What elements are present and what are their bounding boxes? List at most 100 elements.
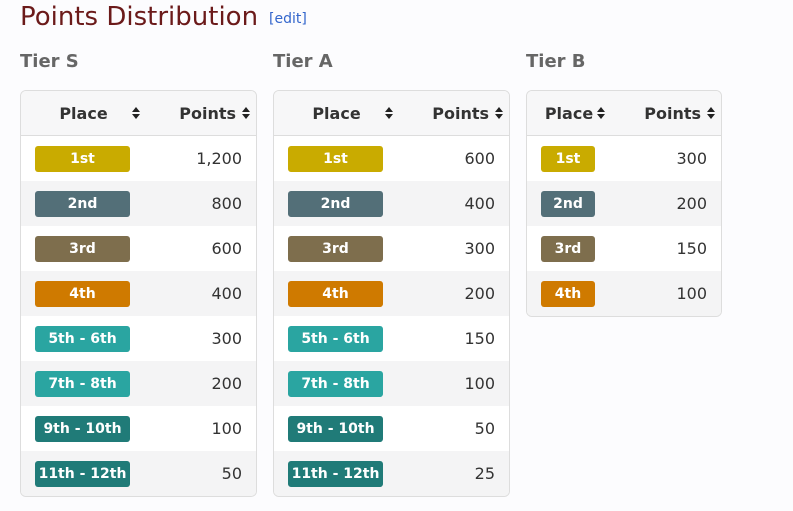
tier: Tier S Place Points 1st 1,200 2nd 800 3rd 600 4th… bbox=[20, 50, 257, 497]
table-box: Place Points 1st 600 2nd 400 3rd 300 4th 200 5th -… bbox=[273, 90, 510, 497]
table-row: 4th 400 bbox=[21, 271, 256, 316]
table-row: 5th - 6th 300 bbox=[21, 316, 256, 361]
column-header[interactable]: Place bbox=[274, 91, 399, 136]
place-cell: 3rd bbox=[274, 226, 399, 271]
place-cell: 1st bbox=[527, 136, 611, 182]
place-badge: 1st bbox=[35, 145, 130, 172]
table-row: 11th - 12th 50 bbox=[21, 451, 256, 496]
table-row: 4th 100 bbox=[527, 271, 721, 316]
place-cell: 4th bbox=[274, 271, 399, 316]
place-cell: 11th - 12th bbox=[21, 451, 146, 496]
place-cell: 4th bbox=[527, 271, 611, 316]
place-badge: 3rd bbox=[35, 235, 130, 262]
place-cell: 3rd bbox=[21, 226, 146, 271]
table-row: 3rd 600 bbox=[21, 226, 256, 271]
header-row: Place Points bbox=[21, 91, 256, 136]
table-row: 2nd 800 bbox=[21, 181, 256, 226]
place-badge: 11th - 12th bbox=[35, 460, 130, 487]
place-cell: 5th - 6th bbox=[21, 316, 146, 361]
table-row: 7th - 8th 100 bbox=[274, 361, 509, 406]
table-row: 2nd 400 bbox=[274, 181, 509, 226]
place-cell: 5th - 6th bbox=[274, 316, 399, 361]
place-badge: 2nd bbox=[288, 190, 383, 217]
sort-icon bbox=[495, 107, 503, 119]
column-header[interactable]: Place bbox=[21, 91, 146, 136]
column-label: Place bbox=[312, 103, 361, 123]
points-table: Place Points 1st 300 2nd 200 3rd 150 4th 100 bbox=[527, 91, 721, 316]
points-cell: 400 bbox=[399, 181, 509, 226]
tier: Tier B Place Points 1st 300 2nd 200 3rd 150 4th 10… bbox=[526, 50, 722, 317]
header-row: Place Points bbox=[527, 91, 721, 136]
table-box: Place Points 1st 300 2nd 200 3rd 150 4th 100 bbox=[526, 90, 722, 317]
place-cell: 4th bbox=[21, 271, 146, 316]
sort-icon bbox=[707, 107, 715, 119]
points-table: Place Points 1st 1,200 2nd 800 3rd 600 4th 400 5th… bbox=[21, 91, 256, 496]
sort-icon bbox=[242, 107, 250, 119]
points-cell: 800 bbox=[146, 181, 256, 226]
column-header[interactable]: Points bbox=[399, 91, 509, 136]
table-row: 7th - 8th 200 bbox=[21, 361, 256, 406]
points-cell: 600 bbox=[211, 239, 242, 258]
sort-icon bbox=[385, 107, 393, 119]
place-cell: 7th - 8th bbox=[21, 361, 146, 406]
place-badge: 5th - 6th bbox=[35, 325, 130, 352]
place-badge: 1st bbox=[541, 145, 595, 172]
points-cell: 600 bbox=[464, 149, 495, 168]
sort-icon bbox=[132, 107, 140, 119]
points-cell: 150 bbox=[464, 329, 495, 348]
place-badge: 4th bbox=[35, 280, 130, 307]
table-box: Place Points 1st 1,200 2nd 800 3rd 600 4th 400 5th… bbox=[20, 90, 257, 497]
points-cell: 200 bbox=[146, 361, 256, 406]
column-label: Points bbox=[179, 103, 236, 123]
table-row: 3rd 150 bbox=[527, 226, 721, 271]
place-cell: 2nd bbox=[21, 181, 146, 226]
column-label: Place bbox=[544, 103, 594, 123]
place-badge: 3rd bbox=[541, 235, 595, 262]
points-cell: 50 bbox=[146, 451, 256, 496]
points-cell: 300 bbox=[676, 149, 707, 168]
place-cell: 1st bbox=[274, 136, 399, 182]
points-cell: 25 bbox=[399, 451, 509, 496]
place-cell: 2nd bbox=[274, 181, 399, 226]
column-label: Points bbox=[432, 103, 489, 123]
points-cell: 100 bbox=[399, 361, 509, 406]
table-row: 3rd 300 bbox=[274, 226, 509, 271]
place-cell: 2nd bbox=[527, 181, 611, 226]
place-cell: 9th - 10th bbox=[21, 406, 146, 451]
place-cell: 3rd bbox=[527, 226, 611, 271]
table-row: 4th 200 bbox=[274, 271, 509, 316]
points-cell: 300 bbox=[464, 239, 495, 258]
table-row: 1st 1,200 bbox=[21, 136, 256, 182]
column-label: Place bbox=[59, 103, 108, 123]
place-badge: 9th - 10th bbox=[288, 415, 383, 442]
place-cell: 7th - 8th bbox=[274, 361, 399, 406]
tier: Tier A Place Points 1st 600 2nd 400 3rd 300 4th 20… bbox=[273, 50, 510, 497]
column-header[interactable]: Place bbox=[527, 91, 611, 136]
points-cell: 150 bbox=[676, 239, 707, 258]
place-cell: 11th - 12th bbox=[274, 451, 399, 496]
points-cell: 1,200 bbox=[196, 149, 242, 168]
table-row: 1st 600 bbox=[274, 136, 509, 182]
column-header[interactable]: Points bbox=[611, 91, 721, 136]
tier-name: Tier A bbox=[273, 51, 333, 72]
place-badge: 2nd bbox=[35, 190, 130, 217]
table-row: 5th - 6th 150 bbox=[274, 316, 509, 361]
table-row: 9th - 10th 50 bbox=[274, 406, 509, 451]
points-cell: 50 bbox=[474, 419, 495, 438]
place-badge: 7th - 8th bbox=[35, 370, 130, 397]
tier-name: Tier S bbox=[20, 51, 79, 72]
place-badge: 2nd bbox=[541, 190, 595, 217]
edit-link[interactable]: [edit] bbox=[269, 11, 307, 27]
points-cell: 200 bbox=[399, 271, 509, 316]
place-badge: 9th - 10th bbox=[35, 415, 130, 442]
place-cell: 9th - 10th bbox=[274, 406, 399, 451]
place-badge: 7th - 8th bbox=[288, 370, 383, 397]
points-table: Place Points 1st 600 2nd 400 3rd 300 4th 200 5th -… bbox=[274, 91, 509, 496]
column-header[interactable]: Points bbox=[146, 91, 256, 136]
sort-icon bbox=[597, 107, 605, 119]
points-cell: 400 bbox=[146, 271, 256, 316]
table-row: 1st 300 bbox=[527, 136, 721, 182]
table-row: 11th - 12th 25 bbox=[274, 451, 509, 496]
points-cell: 100 bbox=[211, 419, 242, 438]
